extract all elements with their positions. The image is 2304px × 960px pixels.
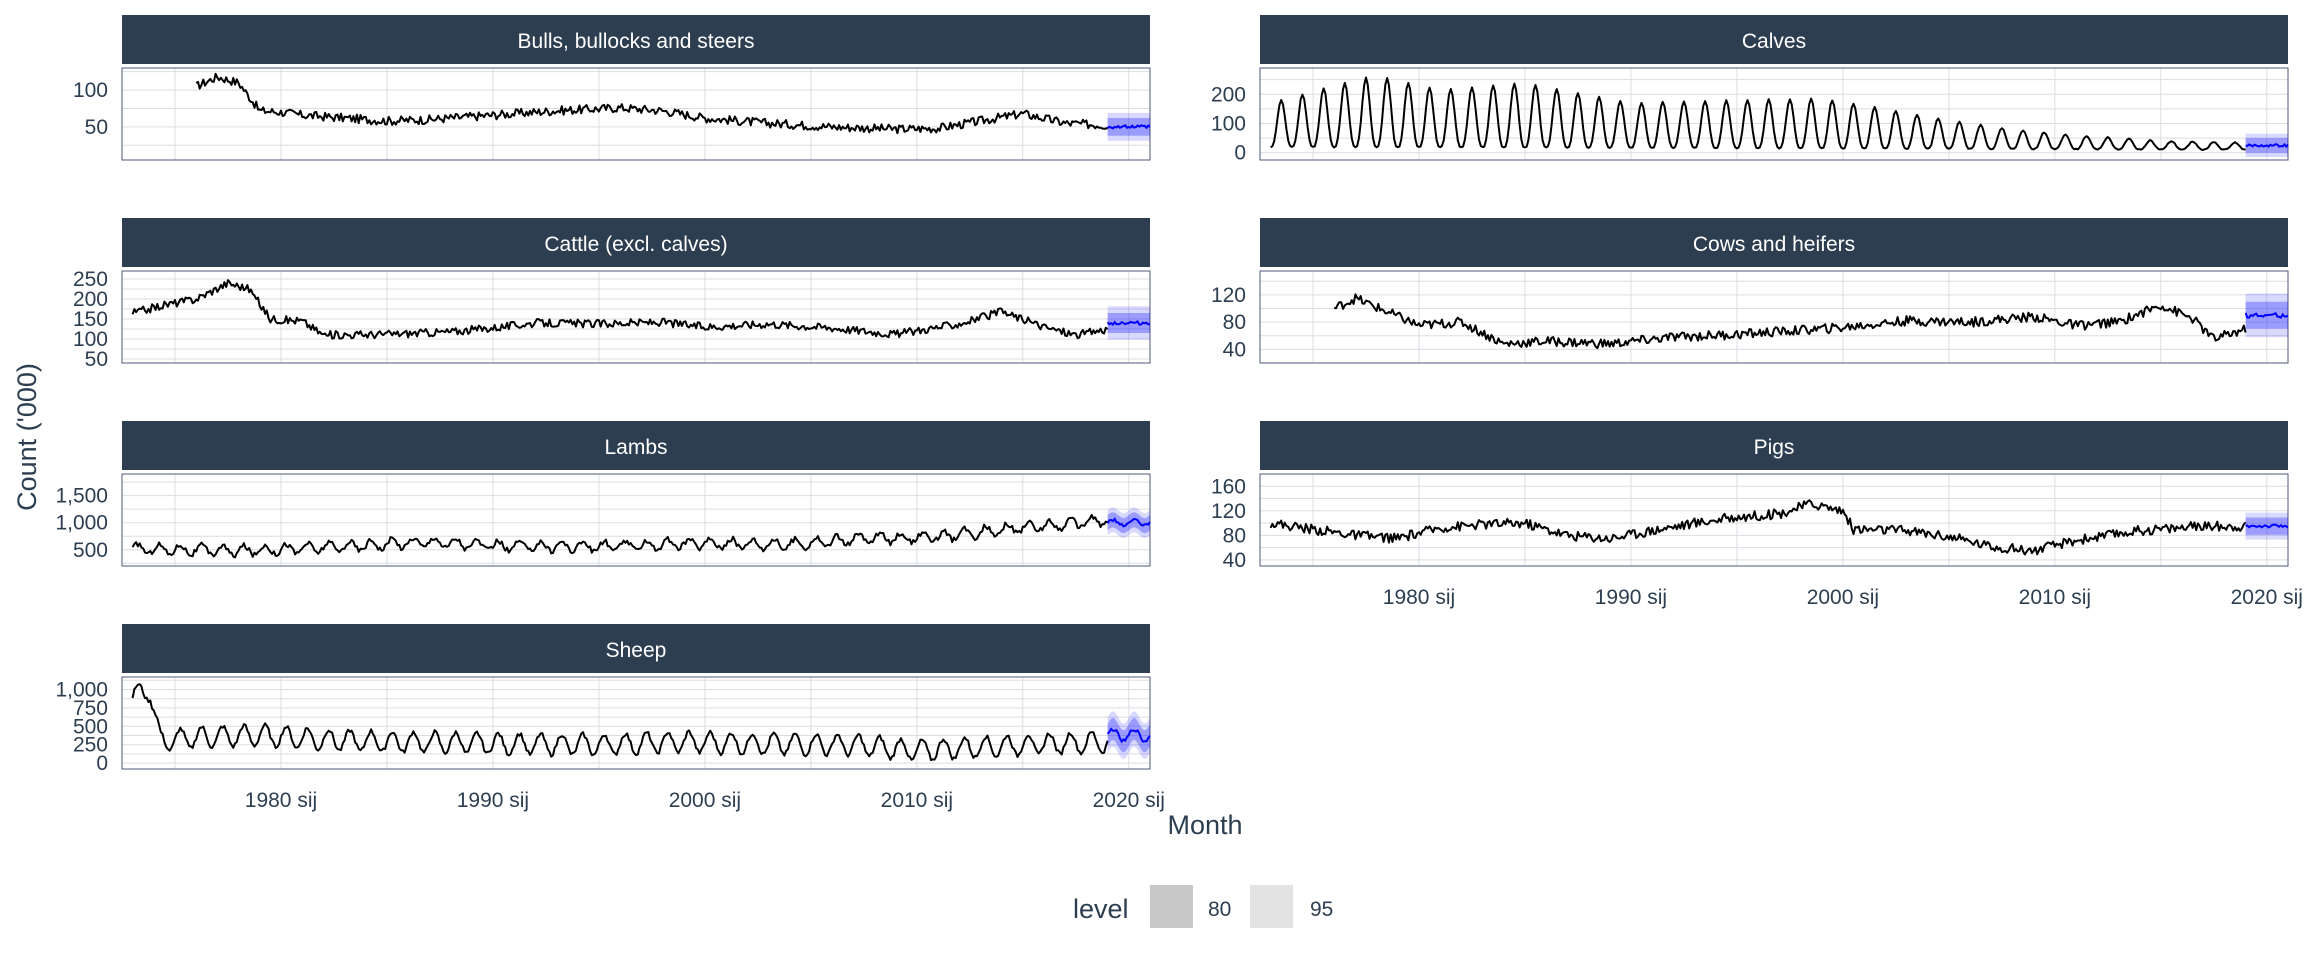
panel-title: Lambs — [604, 436, 667, 459]
y-tick-label: 40 — [1223, 338, 1246, 361]
panel-1: Calves 0 100 200 — [1211, 15, 2289, 165]
x-tick-label: 2010 sij — [881, 789, 953, 812]
x-axis-title: Month — [1167, 810, 1242, 840]
panel-strip — [1260, 218, 2288, 267]
forecast-line — [2245, 523, 2289, 529]
y-tick-label: 500 — [73, 715, 108, 738]
panel-border — [121, 270, 1151, 364]
y-tick-label: 100 — [73, 328, 108, 351]
legend: level 80 95 — [1073, 885, 1333, 928]
y-tick-label: 40 — [1223, 549, 1246, 572]
y-tick-label: 250 — [73, 268, 108, 291]
x-tick-label: 1990 sij — [1595, 586, 1667, 609]
y-tick-label: 1,000 — [55, 679, 108, 702]
legend-key-80 — [1150, 885, 1193, 928]
y-tick-label: 0 — [1234, 142, 1246, 165]
panel-strip — [122, 218, 1150, 267]
panel-strip — [122, 421, 1150, 470]
x-tick-label: 1980 sij — [245, 789, 317, 812]
y-tick-label: 150 — [73, 308, 108, 331]
history-line — [1270, 76, 2246, 151]
panels: Bulls, bullocks and steers50100Calves010… — [55, 15, 2303, 812]
panel-border — [1259, 67, 2289, 161]
legend-label-80: 80 — [1208, 898, 1231, 921]
y-tick-label: 1,500 — [55, 485, 108, 508]
y-tick-label: 80 — [1223, 311, 1246, 334]
panel-title: Pigs — [1754, 436, 1795, 459]
legend-title: level — [1073, 894, 1129, 924]
history-line — [131, 683, 1109, 762]
history-line — [131, 279, 1109, 340]
panel-border — [121, 67, 1151, 161]
history-line — [195, 72, 1109, 135]
panel-border — [1259, 270, 2289, 364]
forecast-line — [1106, 319, 1151, 327]
panel-border — [1259, 473, 2289, 567]
y-tick-label: 250 — [73, 734, 108, 757]
y-tick-label: 0 — [96, 752, 108, 775]
forecast-line — [2245, 142, 2289, 149]
y-tick-label: 200 — [1211, 83, 1246, 106]
panel-title: Cows and heifers — [1693, 233, 1855, 256]
panel-0: Bulls, bullocks and steers 50 100 — [73, 15, 1151, 161]
panel-title: Bulls, bullocks and steers — [518, 30, 755, 53]
x-tick-label: 1990 sij — [457, 789, 529, 812]
y-tick-label: 750 — [73, 697, 108, 720]
panel-title: Calves — [1742, 30, 1806, 53]
forecast-line — [2244, 311, 2289, 319]
panel-strip — [122, 624, 1150, 673]
panel-strip — [1260, 421, 2288, 470]
panel-strip — [122, 15, 1150, 64]
y-axis-title: Count ('000) — [12, 363, 42, 511]
y-tick-label: 100 — [73, 79, 108, 102]
x-tick-label: 2000 sij — [669, 789, 741, 812]
y-tick-label: 120 — [1211, 500, 1246, 523]
panel-title: Sheep — [606, 639, 667, 662]
forecast-line — [1106, 727, 1151, 744]
panel-4: Lambs 500 1,000 1,500 — [55, 421, 1151, 567]
y-tick-label: 120 — [1211, 284, 1246, 307]
panel-title: Cattle (excl. calves) — [544, 233, 727, 256]
y-tick-label: 160 — [1211, 475, 1246, 498]
forecast-line — [1106, 517, 1151, 528]
panel-3: Cows and heifers 40 80 120 — [1211, 218, 2289, 364]
forecast-line — [1107, 124, 1151, 130]
history-line — [1333, 293, 2247, 350]
history-line — [1269, 499, 2247, 556]
y-tick-label: 50 — [85, 116, 108, 139]
panel-border — [121, 676, 1151, 770]
y-tick-label: 100 — [1211, 112, 1246, 135]
history-line — [131, 513, 1108, 559]
x-tick-label: 2020 sij — [1093, 789, 1165, 812]
panel-border — [121, 473, 1151, 567]
y-tick-label: 50 — [85, 348, 108, 371]
y-tick-label: 200 — [73, 288, 108, 311]
y-tick-label: 500 — [73, 539, 108, 562]
x-tick-label: 2000 sij — [1807, 586, 1879, 609]
panel-strip — [1260, 15, 2288, 64]
y-tick-label: 1,000 — [55, 512, 108, 535]
legend-key-95 — [1250, 885, 1293, 928]
y-tick-label: 80 — [1223, 524, 1246, 547]
legend-label-95: 95 — [1310, 898, 1333, 921]
x-tick-label: 1980 sij — [1383, 586, 1455, 609]
x-tick-label: 2010 sij — [2019, 586, 2091, 609]
x-tick-label: 2020 sij — [2231, 586, 2303, 609]
